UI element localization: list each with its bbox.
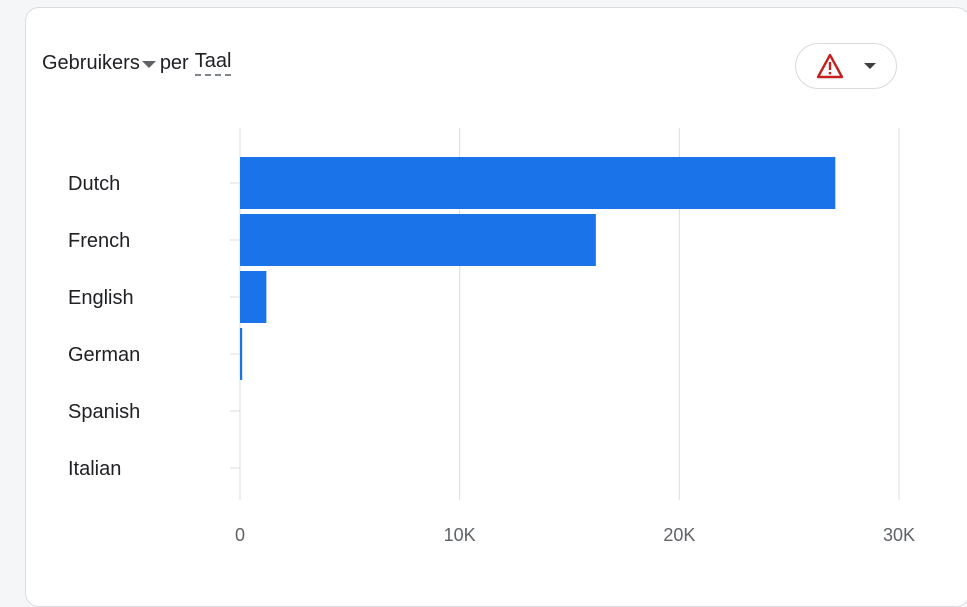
metric-selector[interactable]: Gebruikers	[42, 52, 156, 75]
category-label: French	[68, 230, 130, 252]
bar-dutch[interactable]	[240, 157, 836, 209]
x-tick-labels: 0 10K 20K 30K	[235, 525, 915, 545]
bars	[240, 157, 836, 380]
title-connector: per	[159, 51, 189, 74]
warning-dropdown-button[interactable]	[795, 43, 897, 89]
category-label: Dutch	[68, 173, 120, 195]
category-label: English	[68, 287, 134, 309]
bar-german[interactable]	[240, 328, 243, 380]
chart-title: Gebruikers per Taal	[42, 48, 232, 78]
x-tick-label: 20K	[663, 525, 695, 545]
bar-english[interactable]	[240, 271, 267, 323]
chart-card	[25, 7, 967, 607]
dimension-selector[interactable]: Taal	[194, 50, 232, 76]
x-tick-label: 0	[235, 525, 245, 545]
x-tick-label: 10K	[444, 525, 476, 545]
warning-triangle-icon	[816, 53, 844, 79]
category-label: Italian	[68, 458, 121, 480]
metric-label: Gebruikers	[42, 51, 140, 74]
caret-down-icon	[141, 60, 156, 68]
category-label: Spanish	[68, 401, 140, 423]
category-label: German	[68, 344, 140, 366]
caret-down-icon	[864, 63, 876, 69]
y-axis	[230, 128, 241, 500]
x-tick-label: 30K	[883, 525, 915, 545]
bar-french[interactable]	[240, 214, 596, 266]
category-labels: Dutch French English German Spanish Italian	[68, 173, 140, 480]
